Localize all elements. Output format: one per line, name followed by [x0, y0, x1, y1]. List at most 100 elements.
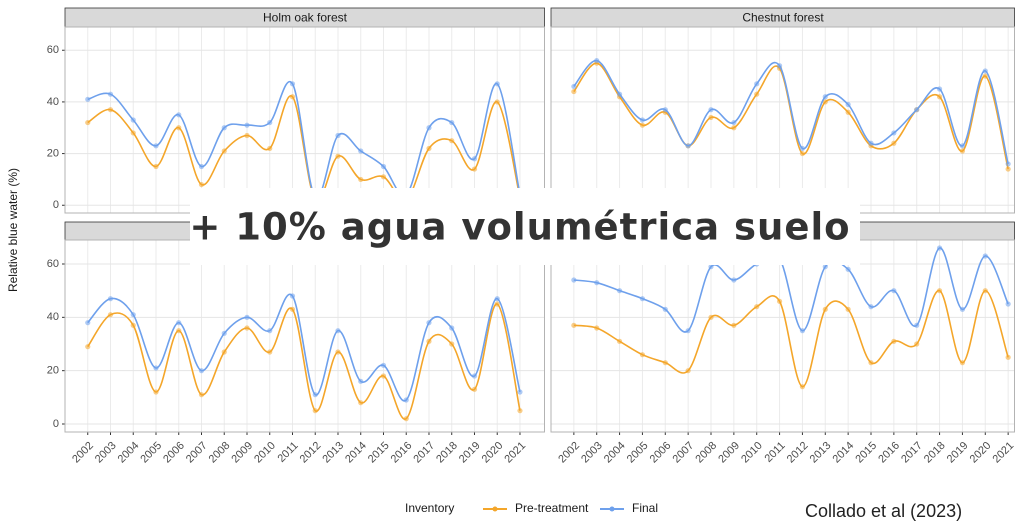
x-tick-label: 2011 [763, 440, 788, 465]
data-point [403, 416, 409, 422]
data-point [380, 373, 387, 379]
data-point [594, 280, 600, 286]
data-point [936, 86, 943, 92]
data-point [685, 328, 691, 334]
data-point [822, 94, 828, 100]
data-point [914, 107, 920, 113]
strip-title: Holm oak forest [263, 11, 348, 25]
x-tick-label: 2003 [579, 440, 605, 466]
data-point [494, 99, 500, 105]
y-tick-label: 60 [47, 44, 59, 56]
x-tick-label: 2017 [411, 440, 437, 466]
data-point [959, 306, 966, 312]
x-tick-label: 2019 [945, 440, 971, 466]
data-point [914, 322, 920, 328]
overlay-box [190, 188, 860, 265]
data-point [358, 176, 364, 183]
legend: Inventory Pre-treatment Final [405, 501, 658, 515]
data-point [85, 119, 91, 126]
data-point [426, 125, 432, 131]
data-point [799, 384, 806, 390]
data-point [822, 264, 828, 270]
data-point [982, 68, 988, 74]
data-point [959, 148, 966, 154]
panel-background [65, 240, 545, 432]
x-tick-label: 2020 [968, 440, 994, 466]
data-point [685, 143, 691, 149]
data-point [731, 322, 737, 328]
data-point [289, 306, 296, 312]
data-point [335, 349, 341, 355]
data-point [471, 156, 478, 162]
data-point [1005, 301, 1011, 307]
data-point [198, 368, 205, 374]
data-point [471, 166, 478, 172]
data-point [176, 320, 182, 326]
x-tick-label: 2015 [366, 440, 392, 466]
data-point [982, 253, 988, 259]
strip-title: Chestnut forest [742, 11, 824, 25]
x-tick-label: 2016 [389, 440, 415, 466]
data-point [449, 325, 455, 331]
panel: Holm oak forest 0 20 40 60 [47, 7, 545, 214]
data-point [662, 306, 668, 312]
x-tick-label: 2010 [252, 440, 278, 466]
data-point [85, 96, 91, 102]
plot-lines [571, 57, 1011, 172]
data-point [176, 125, 182, 131]
data-point [380, 362, 387, 368]
data-point [891, 130, 897, 136]
data-point [358, 378, 364, 384]
x-tick-label: 2008 [693, 440, 719, 466]
data-point [754, 81, 760, 87]
data-point [822, 99, 828, 105]
data-point [639, 352, 646, 358]
data-point [708, 314, 714, 320]
x-tick-label: 2013 [808, 440, 834, 466]
x-tick-label: 2002 [70, 440, 96, 466]
data-point [267, 145, 273, 152]
data-point [571, 83, 577, 90]
y-tick-label: 60 [47, 258, 59, 270]
data-point [107, 296, 114, 302]
data-point [822, 306, 828, 312]
data-point [776, 298, 783, 304]
data-point [494, 301, 500, 307]
data-point [731, 119, 737, 126]
data-point [198, 392, 205, 398]
data-point [426, 320, 432, 326]
data-point [471, 373, 478, 379]
data-point [176, 112, 182, 118]
data-point [335, 153, 341, 159]
x-tick-label: 2008 [207, 440, 233, 466]
legend-label: Final [632, 501, 658, 515]
data-point [130, 117, 136, 123]
credit: Collado et al (2023) [805, 501, 962, 521]
data-point [708, 107, 714, 113]
data-point [130, 322, 136, 328]
data-point [153, 389, 159, 395]
data-point [289, 94, 296, 100]
x-tick-label: 2009 [229, 440, 255, 466]
x-tick-label: 2003 [93, 440, 119, 466]
data-point [639, 122, 646, 128]
plot-lines [85, 293, 523, 422]
data-point [312, 392, 318, 398]
legend-title: Inventory [405, 501, 454, 515]
data-point [449, 138, 455, 144]
x-tick-label: 2019 [457, 440, 483, 466]
panel-background [551, 27, 1015, 213]
data-point [494, 296, 500, 302]
data-point [494, 81, 500, 87]
data-point [198, 163, 205, 170]
data-point [731, 277, 737, 283]
x-tick-label: 2009 [716, 440, 742, 466]
data-point [107, 91, 114, 97]
x-tick-label: 2011 [275, 440, 300, 465]
data-point [662, 360, 668, 366]
data-point [244, 325, 250, 331]
data-point [358, 148, 364, 154]
data-point [708, 264, 714, 270]
data-point [267, 119, 273, 126]
data-point [244, 132, 250, 139]
